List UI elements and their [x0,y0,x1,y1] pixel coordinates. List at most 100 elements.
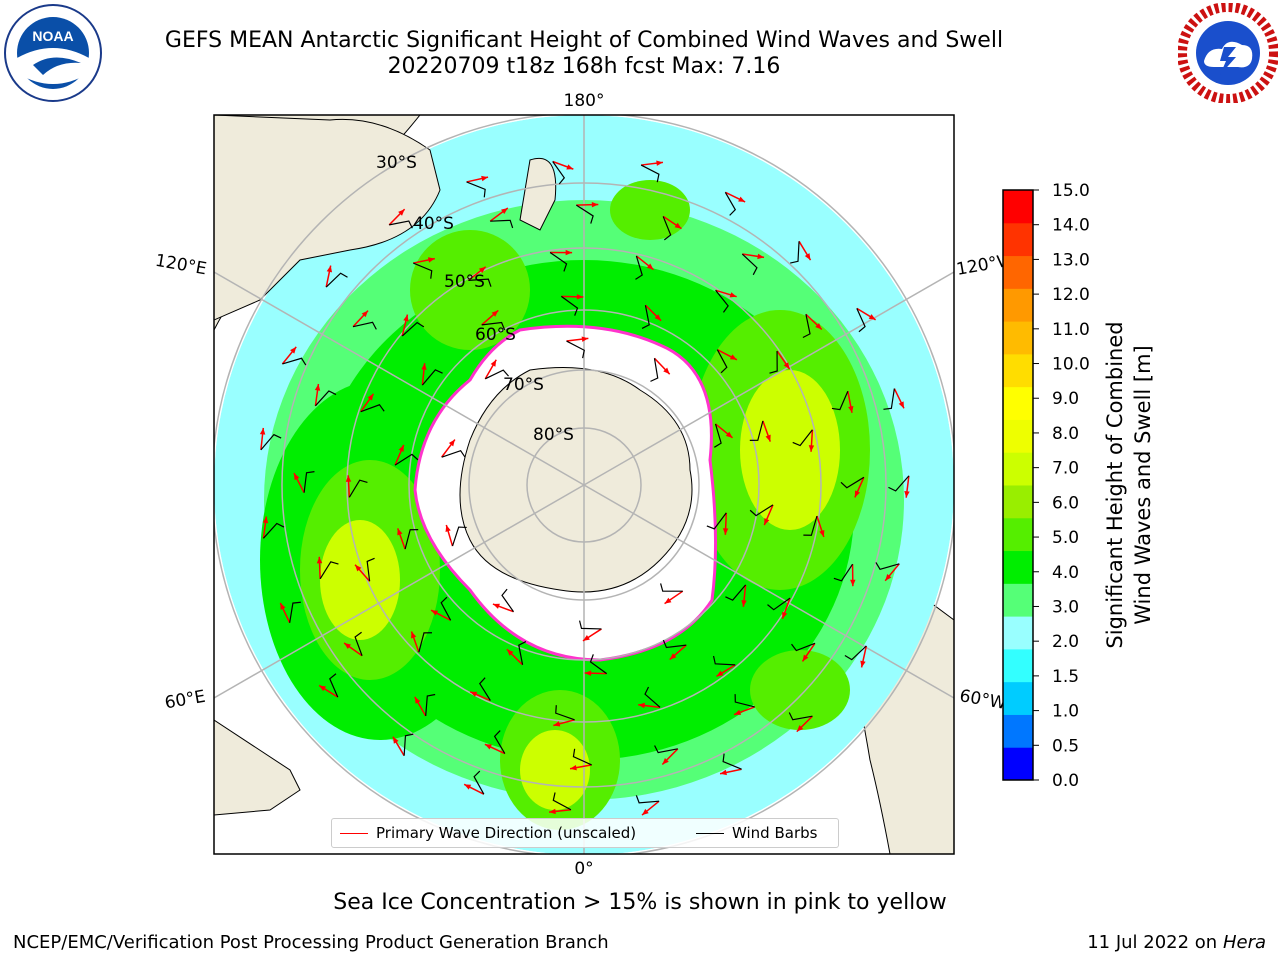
wind-barb [493,730,506,754]
wind-barb [641,305,650,329]
wave-arrow-head [314,384,321,391]
colorbar-tick-label: 14.0 [1052,216,1090,236]
colorbar-swatch [1003,583,1033,617]
wave-arrow-head [491,310,499,317]
chart-title-line1: GEFS MEAN Antarctic Significant Height o… [164,28,1004,53]
noaa-logo-text: NOAA [32,28,73,44]
wave-arrow-head [293,473,300,481]
wind-barb [329,673,339,698]
wind-barb [289,601,301,623]
colorbar-swatch [1003,747,1033,781]
wind-barb [468,278,492,287]
wind-barb [451,526,467,547]
wind-barb [262,522,285,539]
wave-arrow-head [367,393,374,401]
wind-barb [734,694,755,708]
wave-arrow-head [734,709,742,715]
wind-barb [875,562,900,570]
wave-arrow-head [319,685,327,692]
wave-arrow-head [796,725,804,732]
colorbar-swatch [1003,419,1033,453]
wind-barb [640,164,660,183]
wind-barb [555,705,575,721]
lon-label-60w: 60°W [958,686,1008,714]
wave-arrow-head [397,528,403,536]
wave-arrow-head [431,610,439,616]
wave-arrow-head [316,556,323,564]
wind-barb [303,471,315,493]
wind-barb [660,583,683,592]
wind-barb [803,515,818,536]
wave-arrow-head [398,444,404,452]
sea-ice-note: Sea Ice Concentration > 15% is shown in … [333,890,947,915]
wind-barb [635,795,660,804]
wave-arrow-head [729,292,737,298]
colorbar-swatch [1003,648,1033,683]
wind-barb [833,563,854,582]
wave-arrow-head [656,160,663,166]
wind-barb [479,677,491,701]
wind-barb [282,357,307,366]
wave-arrow-head [445,524,451,532]
wave-arrow-head [262,516,269,524]
wave-arrow-head [808,445,815,452]
wave-arrow-head [720,769,727,776]
wave-arrow-head [290,346,297,354]
colorbar-swatch [1003,550,1033,584]
wind-barb [440,596,452,621]
wind-barb [589,654,608,675]
colorbar-swatch [1003,517,1033,552]
wind-barb [575,204,594,224]
lat-label-60s: 60°S [475,325,516,345]
wave-arrow-head [674,222,682,229]
legend-barb-label: Wind Barbs [732,824,818,842]
wind-barb [749,420,764,441]
wind-barb [888,475,910,492]
colorbar-tick-label: 0.0 [1052,771,1079,791]
colorbar-tick-label: 9.0 [1052,389,1079,409]
wind-barb [856,308,866,333]
colorbar-tick-label: 7.0 [1052,459,1079,479]
wave-arrow-head [427,257,435,263]
wave-arrow-head [484,744,492,750]
colorbar-tick-label: 1.0 [1052,702,1079,722]
wave-arrow-head [716,670,724,677]
map-frame [213,114,955,855]
wave-arrow-head [738,196,746,202]
wave-arrow-head [565,249,573,256]
colorbar-swatch [1003,616,1033,650]
wave-arrow-head [326,265,333,273]
wind-barb [578,620,602,630]
wind-barb [788,712,813,721]
wave-arrow-head [854,490,861,498]
wind-barb [714,423,722,448]
wave-arrow-head [392,736,399,744]
wind-barb [552,161,566,185]
nws-logo [1178,3,1278,103]
wave-arrow-head [344,643,351,649]
lon-label-60e: 60°E [163,687,207,714]
colorbar-tick-label: 4.0 [1052,563,1079,583]
wind-barb [413,262,433,279]
wave-arrow-head [860,660,866,668]
wind-barb [722,753,742,770]
wave-arrow-head [725,431,733,438]
wind-barb [421,369,443,386]
wave-arrow-head [638,702,645,709]
colorbar-tick-label: 10.0 [1052,355,1090,375]
colorbar-tick-label: 12.0 [1052,285,1090,305]
lon-label-180: 180° [564,91,605,111]
footer-date: 11 Jul 2022 on Hera [1087,932,1266,953]
wave-arrow-head [259,427,266,435]
wind-barb [389,220,413,229]
wave-arrow-head [581,336,589,342]
wind-barb [401,321,425,337]
colorbar-tick-label: 2.0 [1052,632,1079,652]
wave-arrow-head [345,475,352,482]
wave-arrow-head [576,294,584,300]
footer-date-text: 11 Jul 2022 on [1087,932,1218,953]
wind-barb [425,693,436,717]
wave-arrow-head [722,528,729,535]
colorbar-tick-label: 1.5 [1052,667,1079,687]
colorbar-swatch [1003,222,1033,257]
